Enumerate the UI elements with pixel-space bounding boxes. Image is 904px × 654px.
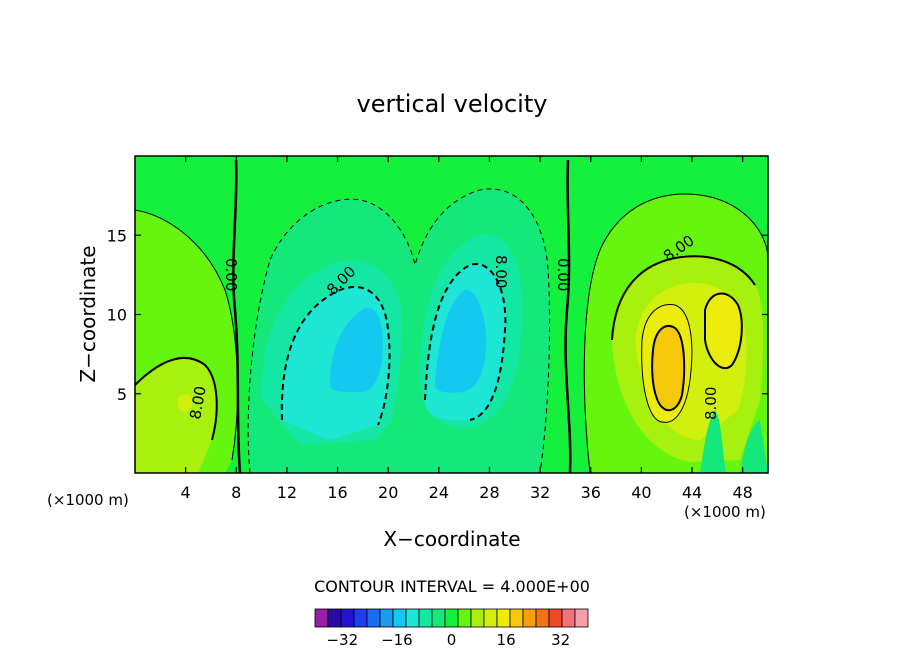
line-neg-8b [424, 263, 507, 421]
line-right-4 [583, 193, 768, 473]
x-unit-right: (×1000 m) [684, 503, 766, 521]
contour-fill-left-pos-4 [135, 357, 217, 473]
x-tick-label: 16 [327, 483, 347, 502]
y-tick-label: 10 [107, 306, 127, 325]
colorbar-tick-label: 32 [551, 631, 570, 649]
contour-label-neg-right: 8.00 [492, 255, 510, 288]
colorbar-swatch [509, 608, 524, 628]
contour-label-zero-right: 0.00 [554, 258, 572, 291]
y-tick-label: 15 [107, 226, 127, 245]
colorbar-swatch [496, 608, 511, 628]
line-neg-4 [247, 188, 551, 473]
colorbar-ticks: −32 −16 0 16 32 [326, 631, 570, 649]
contour-fill-neg-8 [281, 264, 506, 440]
contour-fill-lower-right-neg [700, 410, 768, 473]
zero-line-right [564, 159, 572, 473]
line-right-8 [611, 255, 756, 341]
y-axis: 5 10 15 [107, 226, 768, 404]
zero-line-left [232, 159, 242, 473]
x-tick-label: 32 [530, 483, 550, 502]
x-tick-label: 24 [429, 483, 449, 502]
x-axis-label: X−coordinate [383, 527, 520, 551]
colorbar-swatch [392, 608, 407, 628]
x-tick-label: 12 [277, 483, 297, 502]
colorbar-swatch [314, 608, 329, 628]
y-tick-label: 5 [117, 385, 127, 404]
plot-area: 0.00 0.00 8.00 8.00 8.00 8.00 8.00 [135, 156, 768, 473]
colorbar-swatch [353, 608, 368, 628]
x-tick-label: 4 [181, 483, 191, 502]
line-right-12b [704, 292, 743, 370]
y-axis-label: Z−coordinate [76, 245, 100, 382]
colorbar-swatch [431, 608, 446, 628]
contour-label-left-8: 8.00 [186, 385, 210, 421]
x-tick-label: 40 [631, 483, 651, 502]
contour-label-right-8b: 8.00 [702, 387, 720, 420]
colorbar-tick-label: 0 [447, 631, 457, 649]
line-left-4 [135, 209, 239, 461]
x-tick-label: 44 [682, 483, 702, 502]
colorbar-swatch [548, 608, 563, 628]
contour-fill-neg-12 [330, 289, 487, 393]
line-right-12 [641, 303, 693, 423]
colorbar-swatch [327, 608, 342, 628]
x-tick-label: 36 [581, 483, 601, 502]
contour-lines [135, 159, 768, 473]
line-left-8 [135, 356, 218, 441]
colorbar-tick-label: −32 [326, 631, 358, 649]
colorbar-swatch [470, 608, 485, 628]
x-tick-label: 28 [479, 483, 499, 502]
colorbar-swatch [561, 608, 576, 628]
contour-label-zero-left: 0.00 [222, 258, 240, 291]
colorbar-swatch [340, 608, 355, 628]
x-unit-left: (×1000 m) [47, 491, 129, 509]
colorbar-swatch [574, 608, 589, 628]
colorbar [314, 608, 589, 628]
chart-title: vertical velocity [357, 90, 548, 118]
colorbar-swatch [366, 608, 381, 628]
colorbar-swatch [418, 608, 433, 628]
colorbar-tick-label: 16 [497, 631, 516, 649]
colorbar-swatch [522, 608, 537, 628]
contour-interval-label: CONTOUR INTERVAL = 4.000E+00 [314, 577, 590, 596]
colorbar-swatch [405, 608, 420, 628]
line-neg-8 [280, 285, 391, 426]
colorbar-tick-label: −16 [381, 631, 413, 649]
colorbar-swatch [535, 608, 550, 628]
colorbar-swatch [444, 608, 459, 628]
x-tick-label: 20 [378, 483, 398, 502]
contour-fill-right-pos-16 [652, 326, 685, 411]
colorbar-swatch [379, 608, 394, 628]
x-axis: 4 8 12 16 20 24 28 32 36 40 44 48 [181, 156, 753, 502]
x-tick-label: 48 [733, 483, 753, 502]
x-tick-label: 8 [231, 483, 241, 502]
line-right-16 [651, 325, 686, 412]
colorbar-swatch [483, 608, 498, 628]
contour-fill-left-pos-8 [178, 394, 193, 412]
colorbar-swatch [457, 608, 472, 628]
